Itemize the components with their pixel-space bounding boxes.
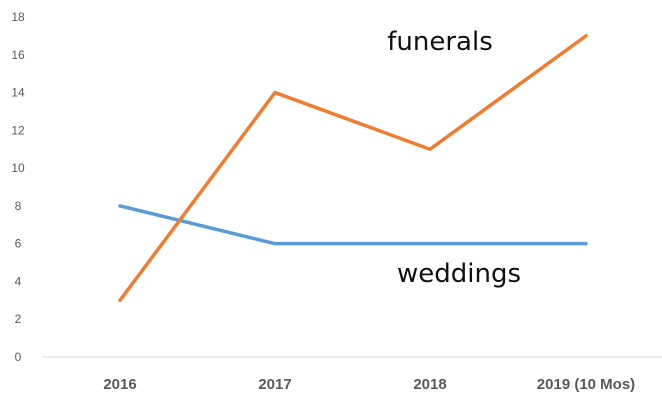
series-lines <box>118 34 588 303</box>
y-tick-label: 6 <box>15 237 22 251</box>
y-tick-label: 12 <box>11 123 25 137</box>
x-tick-label: 2018 <box>413 376 446 393</box>
x-tick-label: 2017 <box>258 376 291 393</box>
y-tick-label: 16 <box>11 48 25 62</box>
y-tick-label: 0 <box>15 350 22 364</box>
x-tick-label: 2019 (10 Mos) <box>537 376 635 393</box>
y-axis-ticks: 0 2 4 6 8 10 12 14 16 18 <box>11 10 25 364</box>
y-tick-label: 10 <box>11 161 25 175</box>
y-tick-label: 8 <box>15 199 22 213</box>
x-axis-ticks: 2016 2017 2018 2019 (10 Mos) <box>103 376 635 393</box>
y-tick-label: 14 <box>11 86 25 100</box>
series-line-weddings <box>118 204 588 246</box>
y-tick-label: 2 <box>15 312 22 326</box>
series-line-funerals <box>118 34 588 303</box>
y-tick-label: 4 <box>15 274 22 288</box>
x-tick-label: 2016 <box>103 376 136 393</box>
series-labels: funerals weddings <box>387 27 521 289</box>
series-label-funerals: funerals <box>387 27 493 57</box>
y-tick-label: 18 <box>11 10 25 24</box>
series-label-weddings: weddings <box>397 259 521 289</box>
